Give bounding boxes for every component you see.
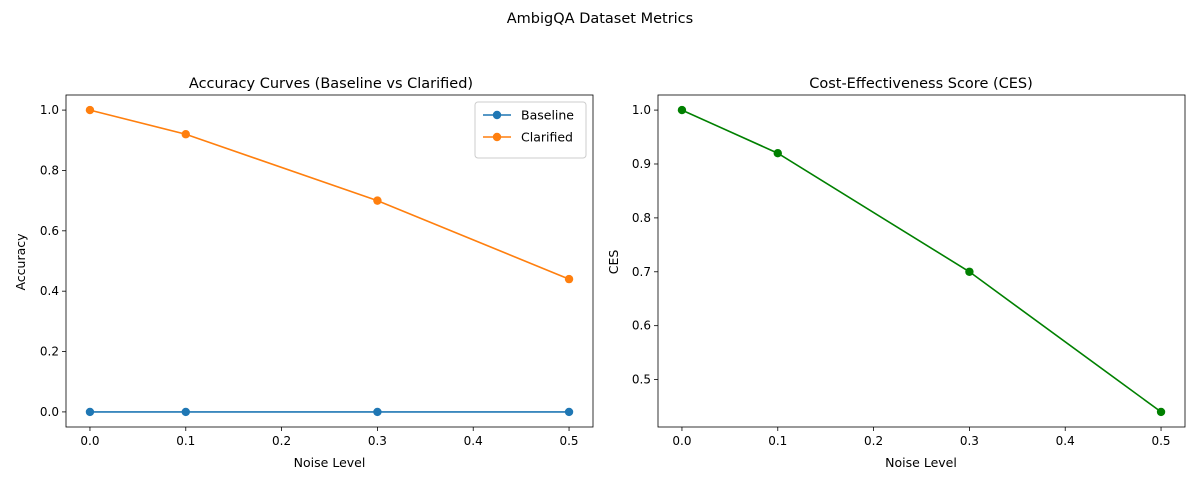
accuracy-chart-xtick-label: 0.4 <box>464 434 483 448</box>
ces-chart-title: Cost-Effectiveness Score (CES) <box>809 76 1033 92</box>
ces-chart-ytick-label: 0.6 <box>632 319 651 333</box>
accuracy-chart-legend-clarified-label: Clarified <box>521 130 573 145</box>
accuracy-chart-legend-clarified-marker <box>492 132 502 142</box>
figure-suptitle: AmbigQA Dataset Metrics <box>507 11 693 27</box>
ces-chart-xtick-label: 0.0 <box>672 434 691 448</box>
accuracy-chart-xtick-label: 0.1 <box>176 434 195 448</box>
accuracy-chart-xtick-label: 0.5 <box>559 434 578 448</box>
accuracy-chart-baseline-series-point <box>181 407 190 417</box>
ces-chart-ces-series-point <box>677 105 687 115</box>
ces-chart-ytick-label: 0.7 <box>632 265 651 279</box>
accuracy-chart-clarified-series-point <box>181 130 190 139</box>
accuracy-chart-axes-frame <box>65 94 594 428</box>
accuracy-chart-ytick-label: 0.8 <box>40 163 59 177</box>
ces-chart-xtick-label: 0.2 <box>864 434 883 448</box>
accuracy-chart-xtick-label: 0.3 <box>368 434 387 448</box>
accuracy-chart-ytick-label: 0.6 <box>40 224 59 238</box>
ces-chart-xtick-label: 0.1 <box>768 434 787 448</box>
accuracy-chart: Accuracy Curves (Baseline vs Clarified) … <box>13 76 594 470</box>
ces-chart-xtick-label: 0.5 <box>1151 434 1170 448</box>
accuracy-chart-ylabel: Accuracy <box>13 233 28 291</box>
ces-chart-ytick-label: 0.5 <box>632 373 651 387</box>
accuracy-chart-clarified-series-line <box>89 109 570 280</box>
accuracy-chart-baseline-series-point <box>564 407 574 417</box>
ces-chart-xtick-label: 0.3 <box>960 434 979 448</box>
ces-chart-ces-series-line <box>681 109 1162 413</box>
ces-chart-ytick-label: 0.8 <box>632 211 651 225</box>
accuracy-chart-legend-baseline-label: Baseline <box>521 108 574 123</box>
ces-chart-ytick-label: 1.0 <box>632 103 651 117</box>
accuracy-chart-ytick-label: 0.0 <box>40 405 59 419</box>
accuracy-chart-xlabel: Noise Level <box>294 455 366 470</box>
accuracy-chart-xtick-label: 0.0 <box>80 434 99 448</box>
accuracy-chart-ytick-label: 0.4 <box>40 284 59 298</box>
accuracy-chart-clarified-series-point <box>373 196 382 205</box>
accuracy-chart-title: Accuracy Curves (Baseline vs Clarified) <box>189 76 473 92</box>
ces-chart-ces-series-point <box>965 267 974 276</box>
accuracy-chart-baseline-series-point <box>85 407 95 417</box>
ces-chart-ytick-label: 0.9 <box>632 157 651 171</box>
accuracy-chart-legend: Baseline Clarified <box>474 101 587 159</box>
ces-chart-xlabel: Noise Level <box>885 455 957 470</box>
accuracy-chart-clarified-series-point <box>85 105 95 115</box>
accuracy-chart-clarified-series-point <box>564 274 574 284</box>
ces-chart-ces-series-point <box>773 149 782 158</box>
accuracy-chart-xtick-label: 0.2 <box>272 434 291 448</box>
accuracy-chart-legend-baseline-marker <box>492 110 502 120</box>
accuracy-chart-marks: 0.0 0.1 0.2 0.3 0.4 0.5 0.0 0.2 0.4 0.6 0.8 1.0 <box>40 94 594 448</box>
accuracy-chart-baseline-series-point <box>373 407 382 417</box>
ces-chart-ces-series-point <box>1156 407 1166 417</box>
ces-chart-ylabel: CES <box>606 250 621 275</box>
accuracy-chart-ytick-label: 1.0 <box>40 103 59 117</box>
accuracy-chart-ytick-label: 0.2 <box>40 345 59 359</box>
ces-chart-xtick-label: 0.4 <box>1056 434 1075 448</box>
accuracy-chart-legend-box <box>474 101 587 159</box>
ces-chart-marks: 0.0 0.1 0.2 0.3 0.4 0.5 0.5 0.6 0.7 0.8 0.9 1.0 <box>632 94 1186 448</box>
ces-chart-axes-frame <box>657 94 1186 428</box>
ces-chart: Cost-Effectiveness Score (CES) Noise Lev… <box>606 76 1186 470</box>
